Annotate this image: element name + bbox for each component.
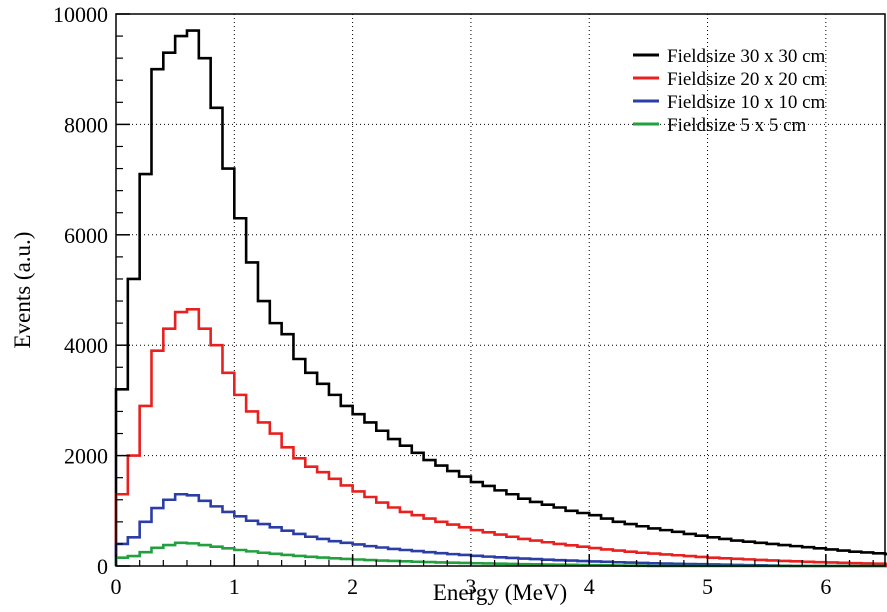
x-tick-label: 2	[347, 574, 358, 599]
y-tick-label: 4000	[64, 333, 108, 358]
x-tick-label: 5	[702, 574, 713, 599]
series-line-3	[114, 492, 885, 568]
y-tick-label: 6000	[64, 223, 108, 248]
series-line-4	[114, 541, 885, 568]
x-tick-label: 4	[584, 574, 595, 599]
legend-label-4: Fieldsize 5 x 5 cm	[667, 115, 807, 136]
x-tick-label: 3	[465, 574, 476, 599]
plot-area	[116, 14, 885, 566]
y-tick-label: 10000	[53, 2, 108, 27]
series-layer	[114, 29, 887, 568]
legend-label-2: Fieldsize 20 x 20 cm	[667, 69, 826, 90]
x-axis-title: Energy (MeV)	[433, 580, 567, 605]
x-tick-label: 6	[820, 574, 831, 599]
grid-lines	[116, 14, 885, 566]
y-tick-label: 2000	[64, 444, 108, 469]
series-line-1	[114, 29, 887, 568]
y-tick-label: 8000	[64, 112, 108, 137]
plot-frame	[115, 13, 886, 567]
legend-label-3: Fieldsize 10 x 10 cm	[667, 92, 826, 113]
legend-label-1: Fieldsize 30 x 30 cm	[667, 46, 826, 67]
y-axis-title: Events (a.u.)	[10, 232, 35, 349]
series-line-2	[114, 308, 887, 568]
x-tick-label: 1	[229, 574, 240, 599]
y-tick-label: 0	[97, 554, 108, 579]
x-tick-label: 0	[111, 574, 122, 599]
axes: 0 1 2 3 4 5 6 0 2000 4000 6000 8000 10000	[53, 2, 874, 599]
